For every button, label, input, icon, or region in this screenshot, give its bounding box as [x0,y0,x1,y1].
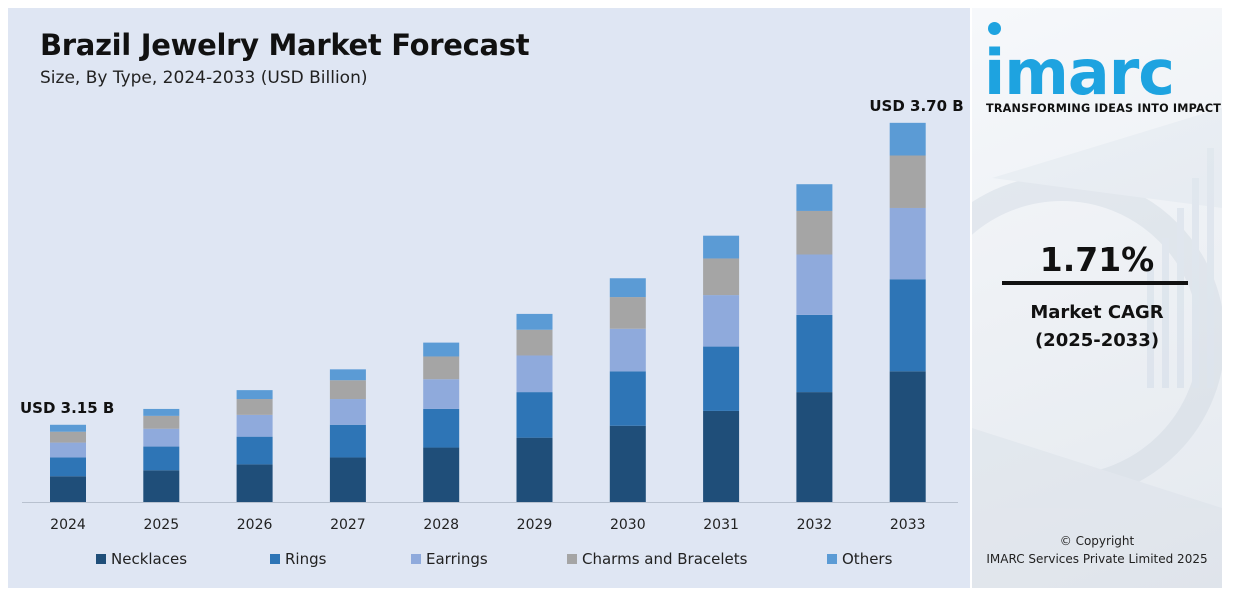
bar-segment-rings-2032 [796,314,833,393]
x-tick-label-2030: 2030 [610,517,646,533]
bar-segment-necklaces-2027 [329,457,366,502]
bar-segment-necklaces-2024 [50,476,86,502]
bar-segment-charms-and-bracelets-2027 [329,380,366,400]
stacked-bar-chart: 2024 2025 2026 2027 2028 2029 2030 2031 2032 2033… [20,97,964,533]
bar-segment-necklaces-2030 [609,425,646,502]
bar-segment-others-2033 [889,122,926,156]
bar-segment-rings-2024 [50,457,86,477]
bar-segment-others-2032 [796,184,833,211]
bar-segment-charms-and-bracelets-2028 [423,356,460,380]
bar-segment-necklaces-2031 [703,410,740,502]
bar-segment-charms-and-bracelets-2031 [703,258,740,296]
legend-swatch [270,554,280,564]
bar-segment-earrings-2028 [423,379,460,409]
legend-item-necklaces: Necklaces [96,550,187,568]
background-chart-decoration [972,108,1222,588]
bar-segment-rings-2028 [423,408,460,448]
chart-panel: Brazil Jewelry Market Forecast Size, By … [8,8,970,588]
x-tick-label-2028: 2028 [423,517,459,533]
cagr-value: 1.71% [1039,240,1155,279]
brand-panel: imarc TRANSFORMING IDEAS INTO IMPACT 1.7… [972,8,1222,588]
brand-tagline: TRANSFORMING IDEAS INTO IMPACT [986,102,1222,115]
bar-segment-charms-and-bracelets-2033 [889,155,926,208]
chart-legend: Necklaces Rings Earrings Charms and Bracele… [8,548,970,572]
legend-item-charms-and-bracelets: Charms and Bracelets [567,550,747,568]
x-tick-label-2024: 2024 [50,517,86,533]
x-tick-label-2033: 2033 [890,517,926,533]
legend-label: Rings [285,550,327,568]
x-tick-label-2032: 2032 [797,517,833,533]
bar-segment-others-2024 [50,424,86,432]
bar-segment-earrings-2031 [703,295,740,347]
bar-segment-necklaces-2033 [889,371,926,502]
bar-segment-earrings-2032 [796,254,833,315]
bar-segment-rings-2025 [143,446,180,471]
legend-label: Necklaces [111,550,188,568]
bar-segment-rings-2031 [703,346,740,411]
x-tick-label-2031: 2031 [703,517,739,533]
bar-segment-necklaces-2029 [516,437,553,502]
legend-swatch [567,554,577,564]
legend-label: Charms and Bracelets [582,550,748,568]
bar-segment-charms-and-bracelets-2024 [50,431,86,443]
cagr-label: Market CAGR [1030,302,1164,323]
bar-segment-earrings-2026 [236,414,273,437]
bar-segment-others-2027 [329,369,366,381]
cagr-divider [1002,281,1188,285]
bar-segment-others-2031 [703,235,740,259]
bar-segment-necklaces-2025 [143,470,180,502]
data-label-total-2024: USD 3.15 B [20,399,114,417]
legend-item-earrings: Earrings [411,550,488,568]
bar-segment-earrings-2033 [889,207,926,280]
legend-label: Earrings [426,550,488,568]
bar-segment-charms-and-bracelets-2025 [143,415,180,429]
x-tick-label-2025: 2025 [143,517,179,533]
bar-segment-earrings-2024 [50,442,86,458]
bar-segment-rings-2027 [329,424,366,458]
bar-segment-others-2026 [236,390,273,400]
bar-segment-necklaces-2026 [236,464,273,502]
bar-segment-others-2030 [609,278,646,298]
bar-segment-others-2029 [516,313,553,330]
bar-segment-charms-and-bracelets-2030 [609,297,646,329]
bar-segment-rings-2029 [516,392,553,438]
bar-segment-others-2025 [143,408,180,416]
legend-label: Others [842,550,893,568]
bar-segment-charms-and-bracelets-2032 [796,210,833,255]
bar-segment-earrings-2025 [143,428,180,447]
legend-swatch [411,554,421,564]
x-tick-label-2027: 2027 [330,517,366,533]
legend-swatch [827,554,837,564]
bar-segment-earrings-2027 [329,399,366,425]
copyright-text: © Copyright [1059,534,1135,548]
x-tick-label-2029: 2029 [517,517,553,533]
legend-item-others: Others [827,550,892,568]
bar-segment-necklaces-2032 [796,392,833,502]
legend-item-rings: Rings [270,550,326,568]
bar-segment-others-2028 [423,342,460,357]
logo-dot [988,22,1001,35]
bar-segment-rings-2033 [889,279,926,372]
legend-swatch [96,554,106,564]
bar-segment-earrings-2030 [609,328,646,372]
bar-segment-earrings-2029 [516,355,553,393]
imarc-logo: imarc [984,36,1175,109]
chart-subtitle: Size, By Type, 2024-2033 (USD Billion) [40,68,368,88]
data-label-total-2033: USD 3.70 B [869,97,963,115]
bar-segment-necklaces-2028 [423,447,460,502]
bar-segment-charms-and-bracelets-2026 [236,399,273,415]
x-tick-label-2026: 2026 [237,517,273,533]
company-name: IMARC Services Private Limited 2025 [986,552,1208,566]
cagr-period: (2025-2033) [1034,330,1160,351]
chart-title: Brazil Jewelry Market Forecast [40,28,530,62]
bar-segment-charms-and-bracelets-2029 [516,329,553,356]
bar-segment-rings-2026 [236,436,273,465]
bar-segment-rings-2030 [609,371,646,426]
